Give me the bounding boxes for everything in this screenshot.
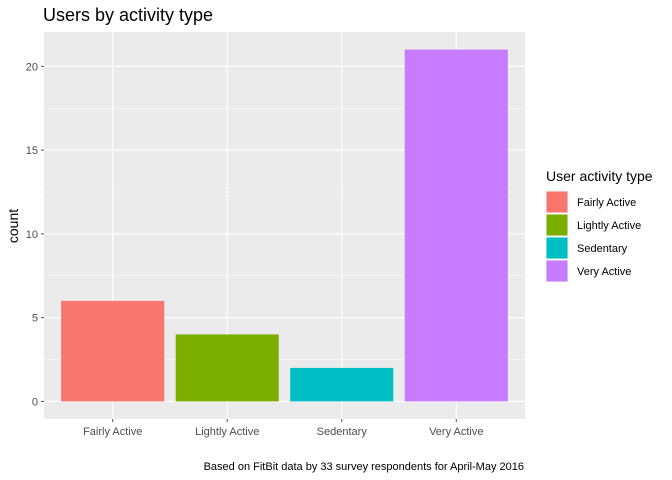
bar-very-active: [404, 49, 508, 402]
y-tick-label: 15: [26, 145, 38, 157]
y-axis: 0 5 10 15 20: [26, 61, 44, 408]
y-tick-label: 5: [32, 313, 38, 325]
legend-swatch: [546, 260, 568, 282]
x-tick-label: Very Active: [429, 426, 483, 438]
y-tick-label: 0: [32, 396, 38, 408]
x-axis: Fairly Active Lightly Active Sedentary Very…: [83, 419, 483, 438]
legend-title: User activity type: [546, 168, 653, 184]
legend: User activity type Fairly Active Lightly …: [546, 168, 653, 282]
bars: [61, 49, 508, 402]
chart-title: Users by activity type: [43, 5, 213, 25]
legend-label: Lightly Active: [577, 220, 641, 232]
chart-caption: Based on FitBit data by 33 survey respon…: [204, 461, 524, 473]
bar-fairly-active: [61, 300, 165, 402]
y-tick-label: 10: [26, 229, 38, 241]
legend-items: Fairly Active Lightly Active Sedentary Very…: [546, 191, 641, 282]
y-axis-label: count: [5, 209, 21, 243]
legend-swatch: [546, 214, 568, 236]
legend-swatch: [546, 237, 568, 259]
legend-label: Very Active: [577, 266, 631, 278]
legend-label: Sedentary: [577, 243, 628, 255]
x-tick-label: Sedentary: [317, 426, 368, 438]
x-tick-label: Fairly Active: [83, 426, 142, 438]
legend-swatch: [546, 191, 568, 213]
bar-lightly-active: [175, 334, 279, 402]
bar-sedentary: [290, 367, 394, 402]
y-tick-label: 20: [26, 61, 38, 73]
x-tick-label: Lightly Active: [195, 426, 259, 438]
legend-label: Fairly Active: [577, 197, 636, 209]
